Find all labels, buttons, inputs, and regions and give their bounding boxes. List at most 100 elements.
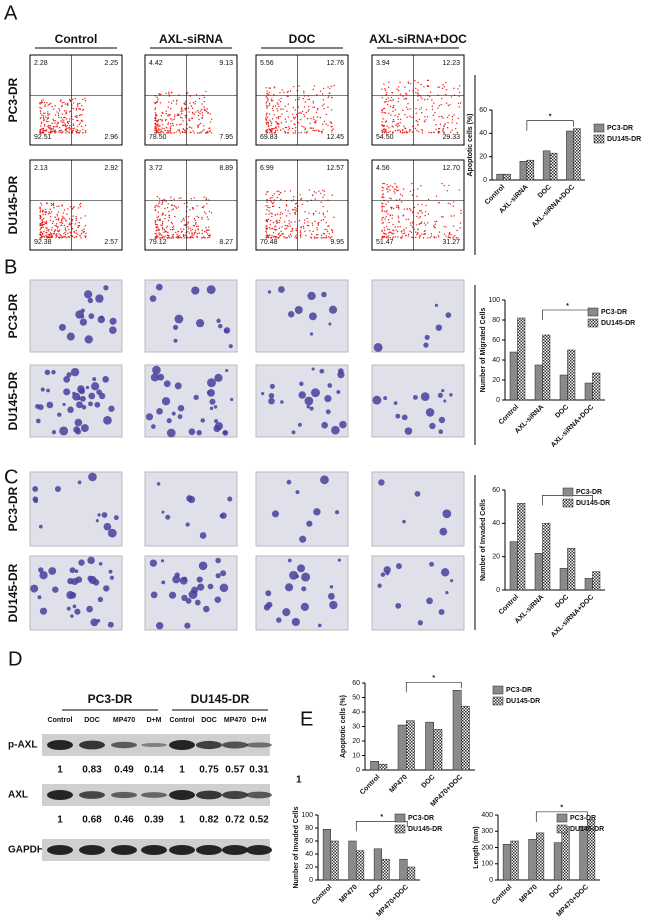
flow-dot [191,117,194,119]
flow-dot [283,235,285,238]
flow-dot [156,130,158,132]
flow-dot [390,96,393,99]
flow-dot [308,212,310,214]
flow-dot [82,98,84,101]
flow-dot [394,226,396,228]
flow-dot [270,131,272,133]
flow-dot [63,224,66,227]
flow-dot [310,237,313,239]
cell [287,311,295,318]
y-tick-label: 200 [481,844,493,851]
flow-dot [174,215,176,218]
flow-dot [327,96,329,99]
flow-dot [451,122,453,124]
flow-dot [207,237,209,239]
cell [445,590,449,595]
flow-dot [58,217,60,219]
flow-dot [271,127,273,130]
flow-dot [405,227,407,229]
flow-dot [194,231,197,233]
flow-dot [408,208,411,210]
flow-dot [48,228,50,231]
bar [559,374,568,401]
flow-dot [51,222,54,225]
flow-dot [270,228,272,230]
flow-dot [266,227,269,230]
flow-dot [61,113,63,115]
flow-dot [413,228,415,230]
flow-dot [402,214,405,216]
flow-dot [58,230,60,233]
flow-dot [274,129,277,132]
flow-dot [327,124,329,126]
flow-dot [267,190,269,193]
flow-dot [52,220,55,223]
flow-dot [430,235,433,237]
flow-dot [157,215,160,218]
flow-dot [459,222,462,224]
flow-dot [385,203,387,205]
flow-dot [433,225,435,227]
flow-dot [397,100,399,103]
flow-dot [444,123,446,125]
flow-dot [201,103,203,105]
flow-dot [157,98,159,101]
bar [517,317,526,401]
flow-dot [55,225,58,227]
flow-dot [332,128,334,130]
band-quant: 0.39 [144,815,164,826]
bar [561,826,570,881]
cell [339,420,347,429]
flow-dot [42,232,44,234]
cell [227,496,233,502]
bar [496,173,504,181]
flow-dot [173,198,175,200]
flow-dot [208,210,211,213]
flow-dot [397,205,400,207]
flow-dot [458,91,461,94]
flow-dot [164,235,166,237]
flow-dot [274,213,277,216]
cell [228,344,233,349]
flow-dot [154,232,156,235]
flow-dot [49,127,51,129]
flow-dot [176,114,178,117]
cell [320,475,329,485]
flow-dot [302,225,305,228]
flow-dot [165,110,167,112]
flow-dot [167,123,169,126]
flow-dot [397,189,399,192]
flow-dot [84,215,87,217]
flow-dot [385,211,388,213]
flow-dot [279,91,281,94]
flow-dot [64,218,66,220]
cell [420,392,430,401]
flow-dot [307,110,309,113]
flow-dot [157,228,160,230]
flow-dot [196,235,198,238]
flow-dot [160,234,163,236]
flow-dot [298,85,300,87]
bar [452,690,462,771]
flow-dot [449,104,451,106]
flow-dot [418,108,421,111]
flow-dot [328,92,330,95]
quadrant-value: 4.42 [149,60,163,67]
legend-label: PC3-DR [607,125,633,132]
flow-dot [456,122,458,125]
flow-dot [301,125,303,127]
flow-dot [270,212,272,214]
flow-dot [419,234,421,237]
flow-dot [53,207,55,209]
flow-dot [41,114,43,116]
flow-dot [442,129,444,131]
flow-dot [381,109,383,111]
flow-dot [417,81,419,84]
quadrant-value: 78.50 [149,134,167,141]
flow-dot [60,120,62,122]
flow-dot [201,218,203,220]
flow-dot [66,237,68,239]
flow-dot [39,129,41,132]
flow-dot [412,222,414,224]
flow-dot [404,127,407,130]
